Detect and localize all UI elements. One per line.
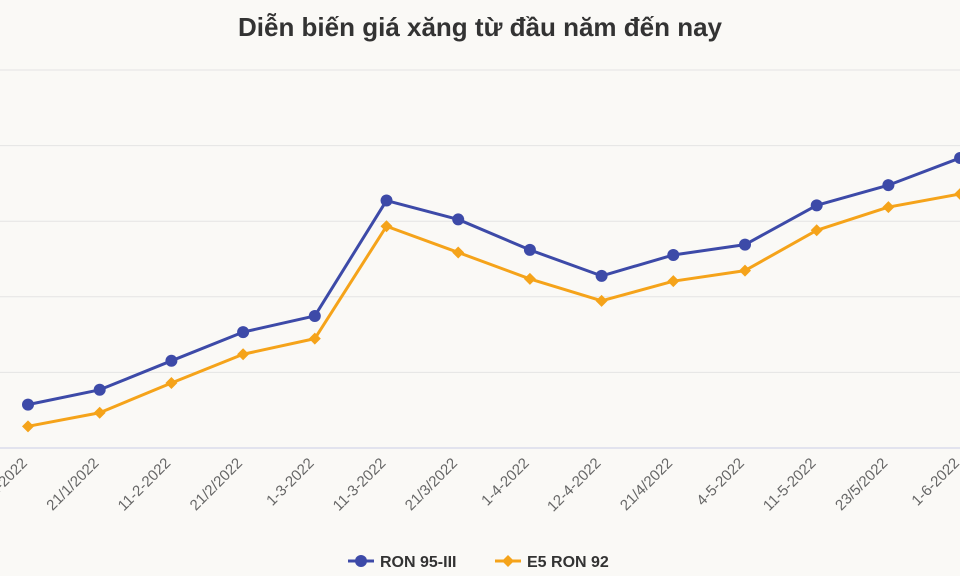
x-tick-label: 21/4/2022 (617, 455, 676, 514)
data-point (810, 224, 823, 237)
data-point (380, 194, 393, 207)
series-line (27, 192, 960, 428)
data-point (237, 348, 250, 361)
data-point (739, 264, 751, 277)
data-point (237, 326, 250, 339)
data-point (523, 272, 536, 285)
legend-label: E5 RON 92 (527, 554, 609, 571)
data-point (882, 201, 895, 214)
x-tick-label: 12-4-2022 (544, 455, 604, 515)
data-point (380, 220, 393, 233)
data-point (954, 151, 960, 164)
x-tick-label: 1-3-2022 (263, 455, 317, 509)
x-tick-label: 21/1/2022 (43, 455, 102, 514)
data-point (452, 246, 465, 259)
data-point (810, 199, 823, 212)
data-point (595, 294, 608, 307)
data-point (22, 420, 34, 433)
data-point (308, 332, 321, 345)
legend-marker (355, 555, 367, 567)
x-tick-label: 23/5/2022 (832, 455, 891, 514)
x-tick-label: 1-4-2022 (478, 455, 532, 509)
data-point (308, 309, 321, 322)
x-tick-label: 11-2-2022 (115, 455, 175, 515)
x-tick-label: 1-6-2022 (908, 455, 960, 509)
series-line (27, 156, 960, 407)
x-tick-label: 11-5-2022 (760, 455, 820, 515)
data-point (93, 406, 106, 419)
x-tick-label: 21/2/2022 (187, 455, 246, 514)
data-point (93, 383, 106, 396)
data-point (739, 238, 751, 251)
data-point (882, 179, 895, 192)
data-point (667, 248, 680, 261)
data-point (667, 275, 680, 288)
data-point (165, 354, 178, 367)
x-tick-label: 11-3-2022 (330, 455, 390, 515)
data-point (954, 188, 960, 200)
chart-title: Diễn biến giá xăng từ đầu năm đến nay (237, 12, 723, 42)
x-tick-label: 4-5-2022 (693, 455, 747, 509)
data-point (452, 213, 465, 226)
legend-marker (502, 555, 514, 567)
x-tick-label: 21/3/2022 (402, 455, 461, 514)
data-point (165, 376, 178, 389)
x-tick-label: 11-1-2022 (0, 455, 31, 515)
data-point (523, 243, 536, 256)
data-point (595, 269, 608, 282)
data-point (22, 398, 34, 411)
legend-label: RON 95-III (380, 554, 456, 571)
